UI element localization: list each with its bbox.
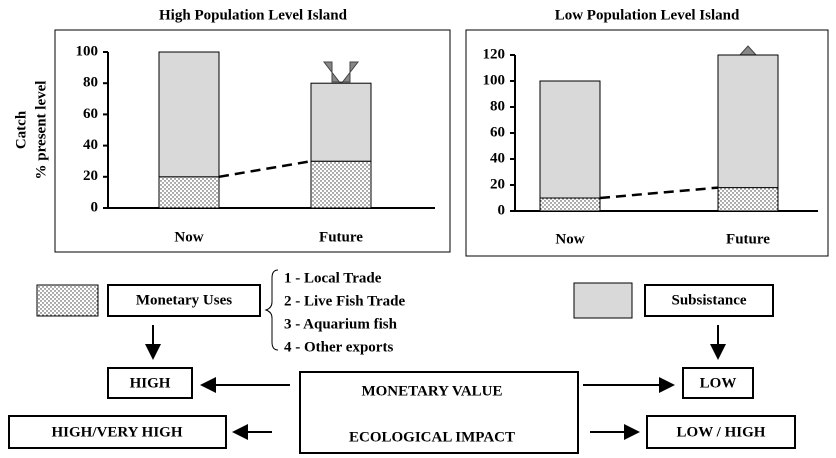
- level-box: [682, 367, 754, 399]
- center-box: [299, 371, 579, 454]
- y-tick-label: 0: [91, 199, 99, 215]
- center-label: MONETARY VALUE: [361, 383, 502, 399]
- y-axis-label: Catch: [13, 110, 29, 149]
- y-tick-label: 0: [498, 202, 506, 218]
- level-label: LOW: [700, 375, 737, 391]
- brace: [264, 269, 279, 351]
- y-tick-label: 100: [76, 43, 99, 59]
- y-tick-label: 20: [490, 176, 505, 192]
- legend-box: [644, 284, 774, 317]
- chart-title: Low Population Level Island: [555, 7, 740, 23]
- y-tick-label: 80: [490, 98, 505, 114]
- chart-title: High Population Level Island: [159, 7, 348, 23]
- level-box: [646, 415, 796, 449]
- trend-line: [218, 159, 312, 179]
- y-tick-label: 80: [83, 75, 98, 91]
- use-item: 2 - Live Fish Trade: [284, 293, 405, 309]
- x-tick-label: Future: [726, 231, 770, 247]
- x-tick-label: Now: [174, 229, 203, 245]
- use-item: 3 - Aquarium fish: [284, 316, 398, 332]
- legend-label: Subsistance: [671, 292, 746, 308]
- level-label: HIGH: [130, 375, 171, 391]
- bar-segment: [158, 176, 220, 209]
- chart-frame: [465, 29, 829, 257]
- y-tick-label: 120: [483, 46, 506, 62]
- y-axis-label: % present level: [33, 81, 49, 180]
- decrease-arrow: [322, 61, 360, 85]
- center-label: ECOLOGICAL IMPACT: [349, 429, 515, 445]
- chart-frame: [54, 29, 451, 253]
- bar-segment: [717, 54, 779, 189]
- bar-segment: [539, 80, 601, 199]
- level-label: HIGH/VERY HIGH: [51, 424, 182, 440]
- x-tick-label: Future: [319, 229, 363, 245]
- y-tick-label: 100: [483, 72, 506, 88]
- y-tick-label: 40: [490, 150, 505, 166]
- trend-line: [599, 186, 719, 200]
- legend-label: Monetary Uses: [136, 292, 232, 308]
- use-item: 4 - Other exports: [284, 339, 393, 355]
- legend-swatch: [36, 284, 99, 317]
- bar-segment: [539, 197, 601, 212]
- y-tick-label: 20: [83, 168, 98, 184]
- level-box: [107, 367, 193, 399]
- x-tick-label: Now: [555, 231, 584, 247]
- y-tick-label: 60: [83, 106, 98, 122]
- bar-segment: [158, 51, 220, 178]
- legend-swatch: [573, 282, 633, 319]
- y-tick-label: 40: [83, 137, 98, 153]
- bar-segment: [310, 82, 372, 162]
- legend-box: [107, 284, 261, 317]
- y-tick-label: 60: [490, 124, 505, 140]
- level-box: [8, 415, 227, 449]
- level-label: LOW / HIGH: [677, 424, 766, 440]
- bar-segment: [717, 187, 779, 212]
- bar-segment: [310, 160, 372, 209]
- use-item: 1 - Local Trade: [284, 270, 382, 286]
